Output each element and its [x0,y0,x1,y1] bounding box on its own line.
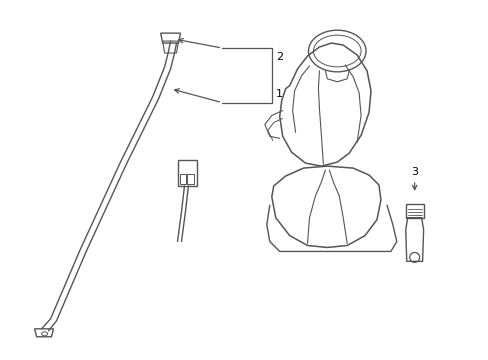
Bar [179,174,186,184]
Text: 2: 2 [275,52,282,62]
Text: 3: 3 [410,167,417,177]
Bar [405,204,423,218]
Text: 1: 1 [275,89,282,99]
Bar [187,174,194,184]
Bar [177,160,197,186]
